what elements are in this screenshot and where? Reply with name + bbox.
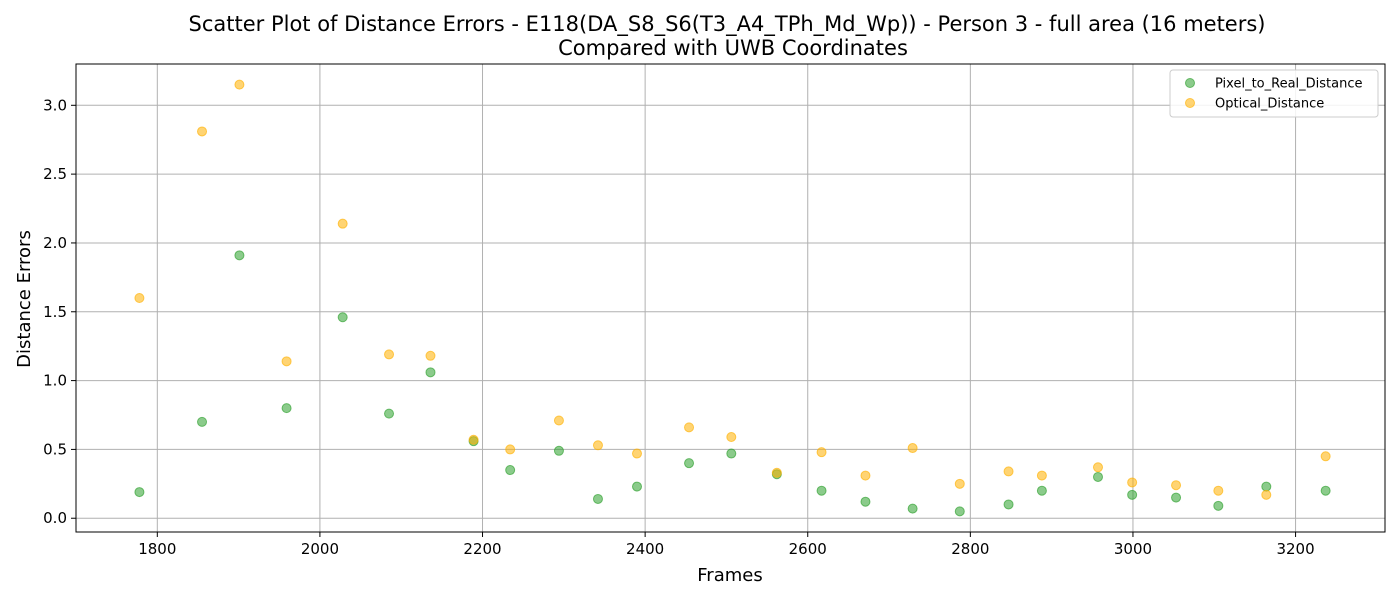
chart-subtitle: Compared with UWB Coordinates: [558, 36, 908, 60]
pixel-to-real-distance-point: [234, 250, 245, 261]
axis-ticks: 1800 2000 2200 2400 2600 2800 3000 3200 0.0 0.5 1.…: [43, 96, 1315, 558]
x-tick-label: 2200: [463, 540, 501, 558]
optical-distance-point: [1171, 480, 1182, 491]
pixel-to-real-distance-point: [684, 458, 695, 469]
pixel-to-real-distance-point: [197, 416, 208, 427]
pixel-to-real-distance-point: [1261, 481, 1272, 492]
optical-distance-point: [337, 218, 348, 229]
optical-distance-point: [281, 356, 292, 367]
legend-box: [1169, 69, 1379, 118]
x-tick-label: 1800: [138, 540, 176, 558]
optical-distance-point: [592, 440, 603, 451]
y-tick-label: 2.5: [43, 165, 67, 183]
pixel-to-real-distance-point: [281, 403, 292, 414]
x-tick-label: 3200: [1276, 540, 1314, 558]
pixel-to-real-distance-point: [1003, 499, 1014, 510]
optical-distance-point: [505, 444, 516, 455]
pixel-to-real-distance-point: [1213, 500, 1224, 511]
plot-area-frame: [75, 63, 1386, 533]
legend-marker-pixel-to-real: [1185, 78, 1195, 88]
optical-distance-point: [234, 79, 245, 90]
optical-distance-point: [860, 470, 871, 481]
pixel-to-real-distance-point: [1171, 492, 1182, 503]
pixel-to-real-distance-point: [1036, 485, 1047, 496]
x-axis-label: Frames: [697, 565, 762, 586]
y-tick-label: 1.0: [43, 372, 67, 390]
legend-label-pixel-to-real: Pixel_to_Real_Distance: [1215, 77, 1363, 92]
optical-distance-point: [632, 448, 642, 459]
legend: Pixel_to_Real_Distance Optical_Distance: [1169, 69, 1379, 118]
pixel-to-real-distance-point: [907, 503, 918, 514]
x-tick-label: 3000: [1114, 540, 1152, 558]
pixel-to-real-distance-point: [632, 481, 642, 492]
pixel-to-real-distance-point: [425, 367, 436, 378]
optical-distance-point: [954, 478, 965, 489]
optical-distance-point: [1003, 466, 1014, 477]
pixel-to-real-distance-point: [592, 493, 603, 504]
optical-distance-point: [771, 467, 782, 478]
legend-label-optical: Optical_Distance: [1215, 97, 1324, 112]
optical-distance-point: [816, 447, 827, 458]
pixel-to-real-distance-point: [553, 445, 564, 456]
pixel-to-real-distance-point: [726, 448, 737, 459]
y-tick-label: 0.5: [43, 440, 67, 458]
x-tick-label: 2800: [951, 540, 989, 558]
optical-distance-point: [1127, 477, 1138, 488]
pixel-to-real-distance-point: [816, 485, 827, 496]
optical-distance-point: [1036, 470, 1047, 481]
y-axis-label: Distance Errors: [14, 230, 35, 368]
optical-distance-point: [1092, 462, 1103, 473]
optical-distance-point: [384, 349, 395, 360]
optical-distance-point: [197, 126, 208, 137]
grid: [76, 64, 1385, 532]
x-tick-label: 2000: [301, 540, 339, 558]
pixel-to-real-distance-point: [505, 465, 516, 476]
y-tick-label: 1.5: [43, 303, 67, 321]
legend-marker-optical: [1185, 98, 1195, 108]
data-points: [134, 79, 1331, 517]
pixel-to-real-distance-point: [860, 496, 871, 507]
optical-distance-point: [425, 350, 436, 361]
optical-distance-point: [1261, 489, 1272, 500]
y-tick-label: 3.0: [43, 96, 67, 114]
pixel-to-real-distance-point: [1092, 471, 1103, 482]
pixel-to-real-distance-point: [384, 408, 395, 419]
pixel-to-real-distance-point: [134, 487, 145, 498]
y-tick-label: 0.0: [43, 509, 67, 527]
pixel-to-real-distance-point: [954, 506, 965, 517]
optical-distance-point: [726, 432, 737, 443]
chart-title: Scatter Plot of Distance Errors - E118(D…: [189, 12, 1266, 37]
x-tick-label: 2600: [789, 540, 827, 558]
optical-distance-point: [1213, 485, 1224, 496]
optical-distance-point: [907, 443, 918, 454]
optical-distance-point: [134, 293, 145, 303]
optical-distance-point: [1320, 451, 1331, 462]
x-tick-label: 2400: [626, 540, 664, 558]
pixel-to-real-distance-point: [1127, 489, 1138, 500]
pixel-to-real-distance-point: [337, 312, 348, 323]
optical-distance-point: [684, 422, 695, 433]
pixel-to-real-distance-point: [1320, 485, 1331, 496]
y-tick-label: 2.0: [43, 234, 67, 252]
optical-distance-point: [468, 434, 479, 445]
optical-distance-point: [553, 415, 564, 426]
